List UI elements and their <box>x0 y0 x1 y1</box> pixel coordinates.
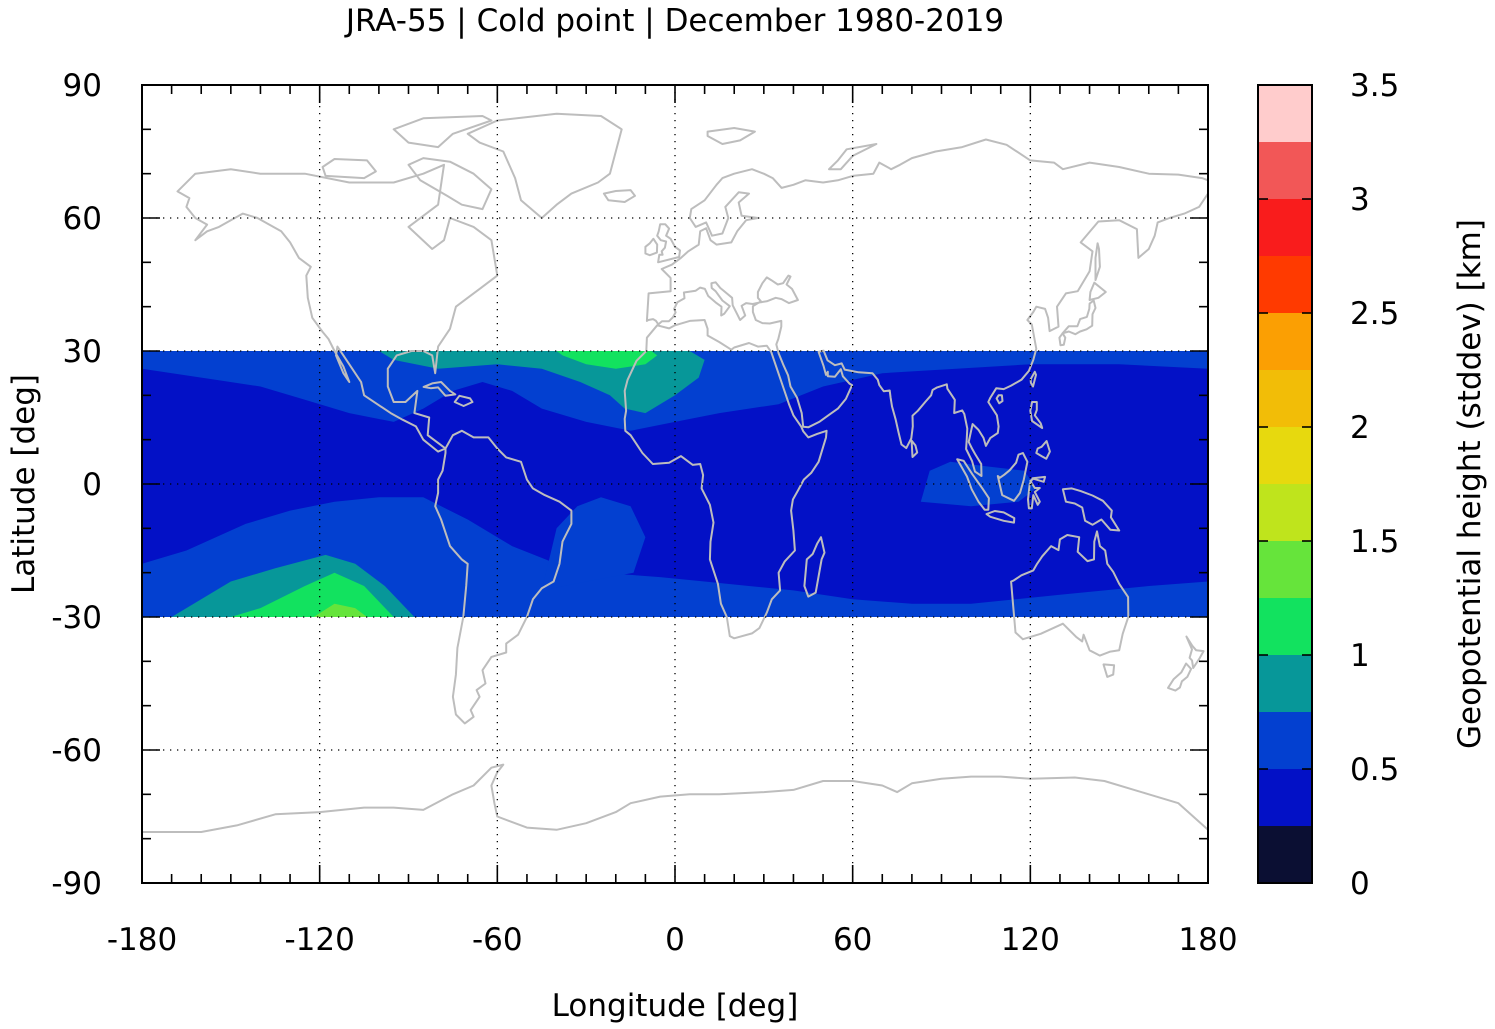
coastlines <box>141 112 1209 857</box>
x-tick-label: 120 <box>1001 922 1060 958</box>
region-subtropical-band-south <box>142 497 1208 617</box>
coastline-greenland <box>466 112 623 219</box>
coastline-hispaniola <box>453 394 474 407</box>
coastline-baffin <box>407 157 493 211</box>
x-tick-label: -120 <box>284 922 354 958</box>
plot-area <box>141 84 1209 884</box>
y-axis: -90 -60 -30 0 30 60 90 <box>51 68 102 902</box>
colorbar-swatch <box>1258 313 1312 370</box>
colorbar-swatch <box>1258 541 1312 598</box>
grid-lines <box>142 85 1208 883</box>
coastline-great-britain <box>656 223 681 264</box>
x-tick-label: 180 <box>1178 922 1237 958</box>
x-tick-label: 60 <box>833 922 872 958</box>
colorbar-swatch <box>1258 370 1312 427</box>
y-tick-label: 30 <box>63 334 102 370</box>
coastline-north-america <box>176 163 499 453</box>
colorbar-tick-label: 0 <box>1350 866 1370 902</box>
coastline-sumatra <box>956 458 990 511</box>
colorbar-swatch <box>1258 712 1312 769</box>
coastline-eurasia <box>645 138 1209 477</box>
x-tick-label: -60 <box>472 922 523 958</box>
x-tick-label: -180 <box>107 922 177 958</box>
coastline-ireland <box>644 237 659 257</box>
colorbar-swatch <box>1258 826 1312 883</box>
coastline-australia <box>1010 530 1130 657</box>
coastline-japan-kyushu <box>1058 332 1067 347</box>
coastline-iceland <box>602 189 636 203</box>
region-south-east-pacific-peak <box>313 603 367 617</box>
y-tick-label: 60 <box>63 201 102 237</box>
coastline-new-guinea <box>1061 487 1121 532</box>
colorbar-tick-label: 1.5 <box>1350 524 1399 560</box>
coastline-java <box>985 510 1016 524</box>
coastline-sri-lanka <box>910 439 919 458</box>
colorbar-tick-label: 2.5 <box>1350 296 1399 332</box>
colorbar-swatch <box>1258 199 1312 256</box>
coastline-luzon <box>1029 401 1044 430</box>
coastline-japan-hokkaido <box>1088 281 1107 301</box>
coastline-antarctica <box>141 763 1209 857</box>
coastline-victoria-island <box>321 158 377 180</box>
colorbar-tick-label: 2 <box>1350 410 1370 446</box>
y-tick-label: 90 <box>63 68 102 104</box>
region-south-east-pacific-core <box>230 572 394 617</box>
coastline-sulawesi <box>1027 475 1047 510</box>
colorbar-swatch <box>1258 256 1312 313</box>
coastline-new-zealand-south <box>1167 662 1193 692</box>
y-tick-label: -90 <box>51 866 102 902</box>
x-axis: -180 -120 -60 0 60 120 180 <box>107 922 1238 958</box>
y-tick-label: 0 <box>82 467 102 503</box>
coastline-africa <box>623 319 828 640</box>
coastline-tasmania <box>1102 663 1116 678</box>
coastline-sakhalin <box>1094 242 1101 282</box>
region-north-atlantic-core <box>556 351 658 369</box>
region-south-atlantic <box>541 497 646 591</box>
coastline-cuba <box>422 381 457 397</box>
coastline-new-zealand <box>1185 635 1205 669</box>
axis-ticks <box>141 84 1209 884</box>
colorbar-swatch <box>1258 142 1312 199</box>
colorbar: 0 0.5 1 1.5 2 2.5 3 3.5 <box>1257 68 1399 902</box>
colorbar-tick-label: 0.5 <box>1350 752 1399 788</box>
y-tick-label: -30 <box>51 600 102 636</box>
colorbar-swatch <box>1258 427 1312 484</box>
coastline-south-america <box>434 429 573 725</box>
coastline-svalbard <box>706 127 756 145</box>
coastline-hainan <box>995 394 1004 405</box>
x-axis-label: Longitude [deg] <box>552 988 799 1024</box>
colorbar-swatch <box>1258 655 1312 712</box>
coastline-ellesmere <box>392 115 493 149</box>
colorbar-label: Geopotential height (stddev) [km] <box>1452 219 1488 749</box>
chart-title: JRA-55 | Cold point | December 1980-2019 <box>344 3 1004 39</box>
colorbar-tick-label: 3.5 <box>1350 68 1399 104</box>
coastline-mindanao <box>1035 440 1051 460</box>
colorbar-swatch <box>1258 769 1312 826</box>
coastline-madagascar <box>803 536 826 598</box>
colorbar-swatch <box>1258 484 1312 541</box>
coastline-borneo <box>996 452 1029 502</box>
coastline-japan-honshu <box>1061 299 1097 336</box>
coastline-novaya-zemlya <box>828 143 878 171</box>
colorbar-tick-label: 3 <box>1350 182 1370 218</box>
y-tick-label: -60 <box>51 733 102 769</box>
colorbar-frame <box>1257 84 1313 884</box>
colorbar-tick-label: 1 <box>1350 638 1370 674</box>
colorbar-swatch <box>1258 598 1312 655</box>
y-axis-label: Latitude [deg] <box>6 374 42 594</box>
colorbar-swatch <box>1258 85 1312 142</box>
x-tick-label: 0 <box>665 922 685 958</box>
